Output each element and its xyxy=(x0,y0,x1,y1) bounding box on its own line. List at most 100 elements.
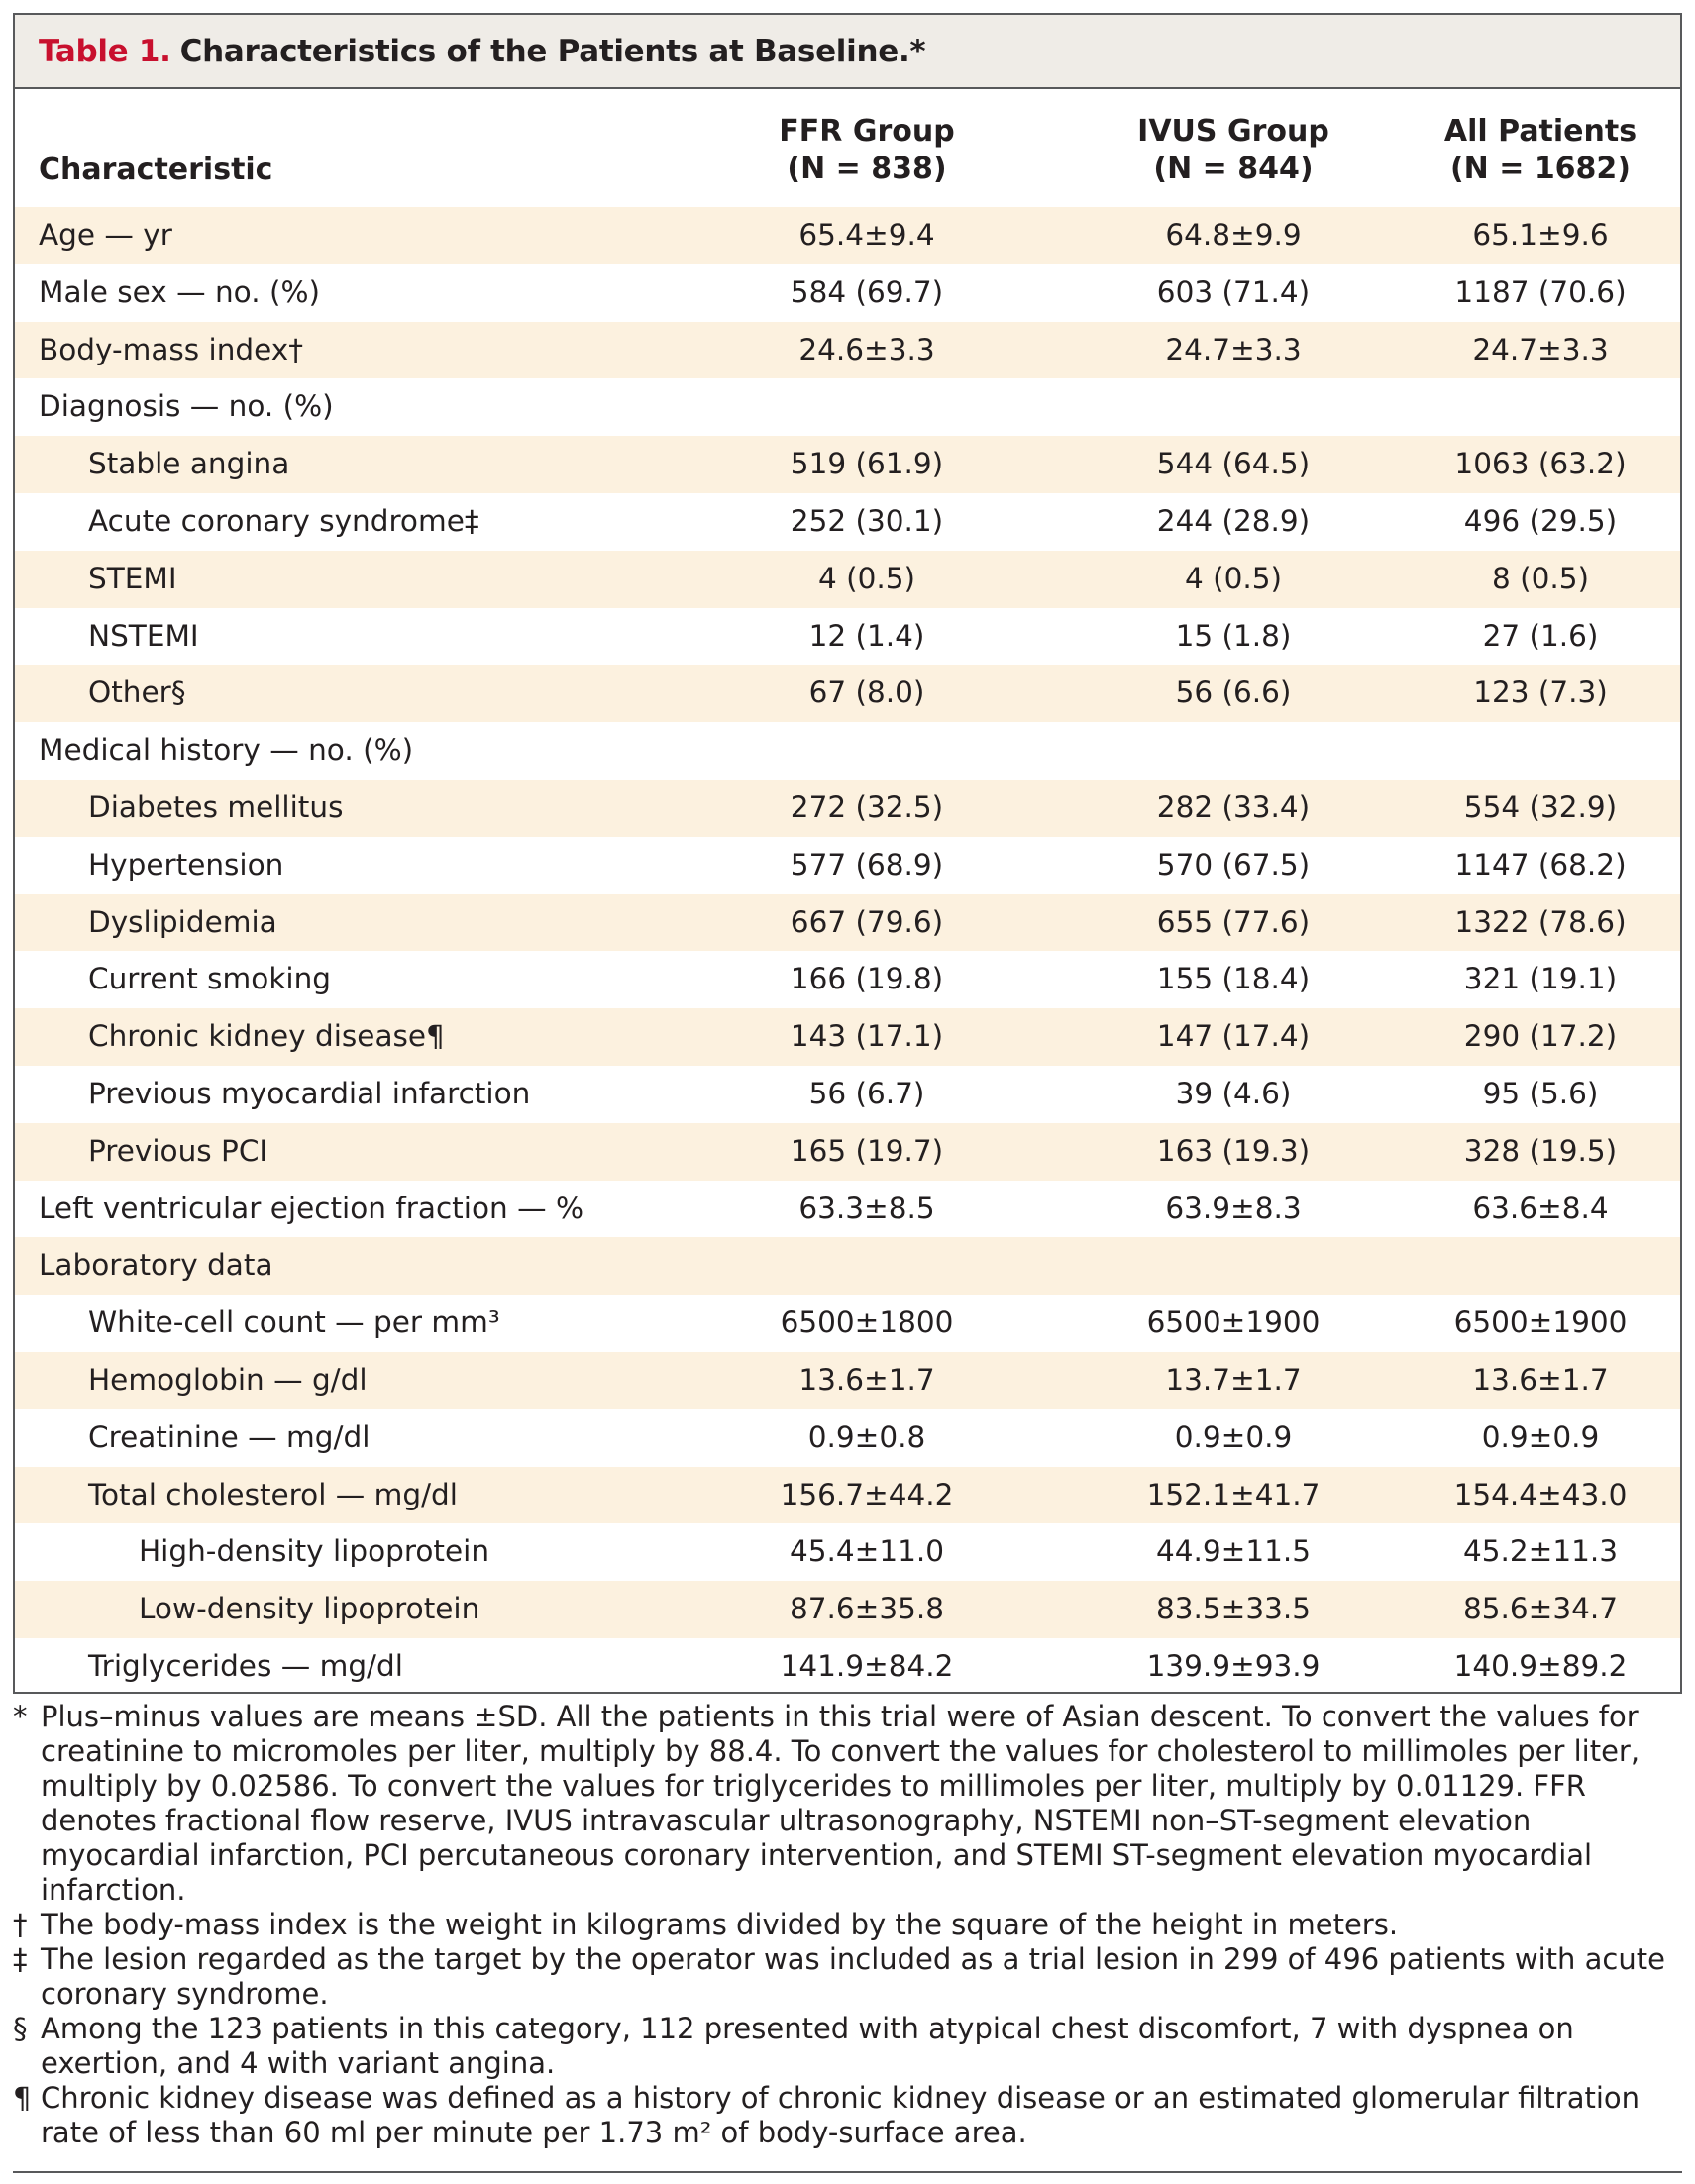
table-frame: Table 1. Characteristics of the Patients… xyxy=(13,13,1682,1694)
row-label: Age — yr xyxy=(39,218,172,252)
footnote: § Among the 123 patients in this category… xyxy=(13,2012,1682,2081)
row-label: Hypertension xyxy=(88,847,284,882)
row-label: Total cholesterol — mg/dl xyxy=(88,1477,458,1511)
table-row: Total cholesterol — mg/dl 156.7±44.2 152.1… xyxy=(15,1466,1680,1524)
row-label: STEMI xyxy=(88,561,177,595)
cell-ivus xyxy=(1055,1237,1412,1295)
cell-ffr: 13.6±1.7 xyxy=(798,1362,935,1397)
cell-all xyxy=(1362,1237,1695,1295)
cell-ivus: 139.9±93.9 xyxy=(1146,1648,1321,1683)
row-label: Chronic kidney disease¶ xyxy=(88,1019,445,1054)
table-row: Laboratory data xyxy=(15,1237,1680,1296)
row-label: Acute coronary syndrome‡ xyxy=(88,503,479,538)
table-title: Characteristics of the Patients at Basel… xyxy=(179,33,926,69)
footnote-text: The body-mass index is the weight in kil… xyxy=(41,1908,1399,1941)
footnote-mark: § xyxy=(13,2012,28,2045)
footnote-mark: * xyxy=(13,1700,28,1733)
footnote: ¶ Chronic kidney disease was defined as a… xyxy=(13,2081,1682,2150)
cell-all: 328 (19.5) xyxy=(1463,1133,1618,1168)
footnote-mark: † xyxy=(13,1908,28,1941)
cell-ffr: 166 (19.8) xyxy=(790,962,944,996)
row-label: Previous PCI xyxy=(88,1133,268,1168)
cell-all: 27 (1.6) xyxy=(1482,618,1599,653)
table-row: High-density lipoprotein 45.4±11.0 44.9±11… xyxy=(15,1523,1680,1581)
table-number: Table 1. xyxy=(39,33,171,69)
cell-ffr: 56 (6.7) xyxy=(808,1076,925,1110)
row-label: Low-density lipoprotein xyxy=(139,1592,480,1626)
table-row: STEMI 4 (0.5) 4 (0.5) 8 (0.5) xyxy=(15,550,1680,608)
cell-ivus: 147 (17.4) xyxy=(1156,1019,1311,1054)
cell-ivus: 0.9±0.9 xyxy=(1174,1419,1293,1454)
cell-all: 8 (0.5) xyxy=(1491,561,1590,595)
cell-ivus: 244 (28.9) xyxy=(1156,503,1311,538)
cell-all: 85.6±34.7 xyxy=(1462,1592,1619,1626)
cell-ivus: 603 (71.4) xyxy=(1156,274,1311,309)
cell-ivus: 6500±1900 xyxy=(1146,1305,1321,1340)
cell-all xyxy=(1362,722,1695,780)
header-characteristic: Characteristic xyxy=(39,153,273,187)
footnote: * Plus–minus values are means ±SD. All th… xyxy=(13,1700,1682,1908)
table-row: Other§ 67 (8.0) 56 (6.6) 123 (7.3) xyxy=(15,665,1680,723)
cell-all: 123 (7.3) xyxy=(1473,676,1608,710)
cell-ivus: 544 (64.5) xyxy=(1156,447,1311,481)
cell-ffr: 24.6±3.3 xyxy=(798,332,935,366)
table-row: Low-density lipoprotein 87.6±35.8 83.5±33.… xyxy=(15,1581,1680,1638)
cell-ffr: 519 (61.9) xyxy=(790,447,944,481)
table-row: Current smoking 166 (19.8) 155 (18.4) 321 (… xyxy=(15,951,1680,1008)
table-row: Hemoglobin — g/dl 13.6±1.7 13.7±1.7 13.6±1.… xyxy=(15,1351,1680,1409)
row-label: Diagnosis — no. (%) xyxy=(39,389,334,424)
table-row: Age — yr 65.4±9.4 64.8±9.9 65.1±9.6 xyxy=(15,207,1680,264)
cell-ffr: 45.4±11.0 xyxy=(789,1534,945,1569)
table-row: Hypertension 577 (68.9) 570 (67.5) 1147 (68… xyxy=(15,837,1680,894)
cell-all: 65.1±9.6 xyxy=(1472,218,1609,252)
cell-ivus: 56 (6.6) xyxy=(1175,676,1292,710)
table-row: Diabetes mellitus 272 (32.5) 282 (33.4) 554… xyxy=(15,779,1680,837)
table-row: Dyslipidemia 667 (79.6) 655 (77.6) 1322 (78… xyxy=(15,893,1680,952)
table-row: Medical history — no. (%) xyxy=(15,722,1680,780)
cell-ffr xyxy=(689,378,1045,436)
table-row: Previous myocardial infarction 56 (6.7) 39… xyxy=(15,1066,1680,1123)
cell-ivus: 163 (19.3) xyxy=(1156,1133,1311,1168)
row-label: Male sex — no. (%) xyxy=(39,274,320,309)
header-all-line2: (N = 1682) xyxy=(1449,152,1632,186)
table-row: Body-mass index† 24.6±3.3 24.7±3.3 24.7±3.3 xyxy=(15,321,1680,379)
cell-ffr: 87.6±35.8 xyxy=(789,1592,945,1626)
row-label: Stable angina xyxy=(88,447,290,481)
cell-all: 45.2±11.3 xyxy=(1462,1534,1619,1569)
table-row: Creatinine — mg/dl 0.9±0.8 0.9±0.9 0.9±0.9 xyxy=(15,1409,1680,1467)
cell-all: 1322 (78.6) xyxy=(1454,904,1627,939)
table-row: NSTEMI 12 (1.4) 15 (1.8) 27 (1.6) xyxy=(15,608,1680,666)
cell-ffr: 4 (0.5) xyxy=(817,561,916,595)
cell-all: 95 (5.6) xyxy=(1482,1076,1599,1110)
cell-all: 0.9±0.9 xyxy=(1481,1419,1600,1454)
cell-ffr: 143 (17.1) xyxy=(790,1019,944,1054)
cell-ffr xyxy=(689,722,1045,780)
row-label: Current smoking xyxy=(88,962,332,996)
cell-ivus: 155 (18.4) xyxy=(1156,962,1311,996)
cell-ivus xyxy=(1055,378,1412,436)
table-row: Male sex — no. (%) 584 (69.7) 603 (71.4) 11… xyxy=(15,264,1680,322)
table-row: Stable angina 519 (61.9) 544 (64.5) 1063 (6… xyxy=(15,436,1680,493)
cell-ffr: 667 (79.6) xyxy=(790,904,944,939)
cell-ffr: 67 (8.0) xyxy=(808,676,925,710)
cell-ivus: 39 (4.6) xyxy=(1175,1076,1292,1110)
header-ffr-line1: FFR Group xyxy=(779,114,955,149)
header-all-patients: All Patients (N = 1682) xyxy=(1362,113,1695,188)
row-label: Left ventricular ejection fraction — % xyxy=(39,1191,583,1225)
cell-ivus: 15 (1.8) xyxy=(1175,618,1292,653)
table-title-bar: Table 1. Characteristics of the Patients… xyxy=(15,15,1680,89)
footnotes: * Plus–minus values are means ±SD. All th… xyxy=(13,1700,1682,2150)
row-label: Hemoglobin — g/dl xyxy=(88,1362,368,1397)
cell-ivus xyxy=(1055,722,1412,780)
cell-ivus: 282 (33.4) xyxy=(1156,789,1311,824)
cell-all: 6500±1900 xyxy=(1453,1305,1628,1340)
header-ffr-group: FFR Group (N = 838) xyxy=(689,113,1045,188)
row-label: White-cell count — per mm³ xyxy=(88,1305,500,1340)
cell-ivus: 83.5±33.5 xyxy=(1155,1592,1312,1626)
cell-all xyxy=(1362,378,1695,436)
table-header: Characteristic FFR Group (N = 838) IVUS … xyxy=(15,89,1680,207)
cell-ivus: 655 (77.6) xyxy=(1156,904,1311,939)
cell-all: 290 (17.2) xyxy=(1463,1019,1618,1054)
row-label: Previous myocardial infarction xyxy=(88,1076,531,1110)
cell-all: 13.6±1.7 xyxy=(1472,1362,1609,1397)
